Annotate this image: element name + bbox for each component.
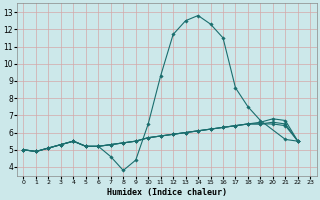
X-axis label: Humidex (Indice chaleur): Humidex (Indice chaleur) [107,188,227,197]
